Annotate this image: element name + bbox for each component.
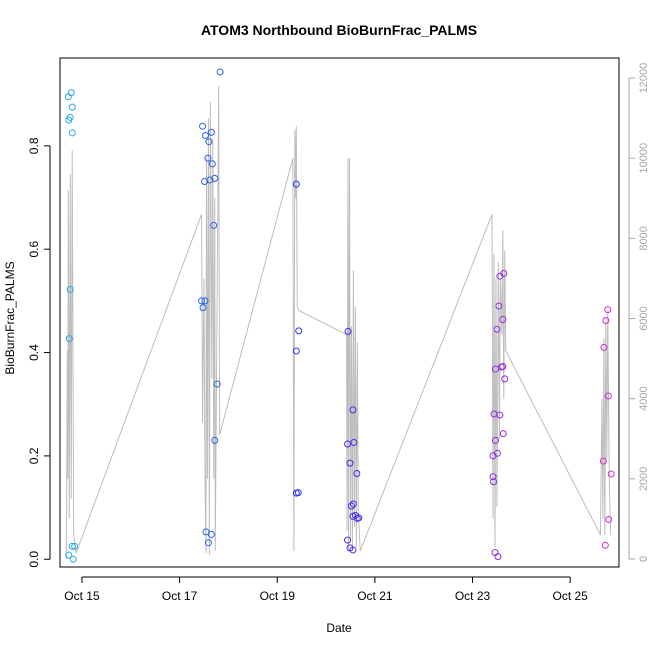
data-point [344,536,352,544]
y-tick-label: 0.8 [27,137,41,154]
data-point [491,436,499,444]
altitude-line-layer [65,86,612,559]
x-tick-label: Oct 19 [260,589,296,603]
data-point [495,302,503,310]
data-point [202,528,210,536]
data-point [599,457,607,465]
data-point [350,438,358,446]
data-point [604,392,612,400]
data-point [344,440,352,448]
data-point [69,555,77,563]
data-point [494,553,502,561]
data-point [493,325,501,333]
y-axis-label: BioBurnFrac_PALMS [3,261,17,374]
data-point [601,541,609,549]
y2-tick-label: 10000 [638,143,650,174]
data-point [602,317,610,325]
data-point [201,178,209,185]
data-points-layer [64,68,615,563]
data-point [65,335,73,343]
data-point [65,551,73,559]
data-point [213,380,221,388]
chart-title: ATOM3 Northbound BioBurnFrac_PALMS [201,22,477,38]
data-point [344,327,352,335]
x-axis-label: Date [326,621,352,635]
x-tick-label: Oct 21 [357,589,393,603]
y2-tick-label: 2000 [638,467,650,491]
x-tick-label: Oct 23 [455,589,491,603]
data-point [349,500,357,508]
data-point [201,297,209,305]
data-point [346,459,354,467]
data-point [500,269,508,277]
data-point [491,365,499,373]
data-point [201,132,209,140]
data-point [198,297,206,305]
data-point [349,406,357,414]
data-point [499,430,507,438]
y2-tick-label: 6000 [638,306,650,330]
y-tick-label: 0.6 [27,241,41,258]
x-tick-label: Oct 15 [64,589,100,603]
data-point [292,180,300,188]
data-point [499,315,507,323]
data-point [204,539,212,547]
data-point [68,542,76,550]
data-point [489,452,497,460]
data-point [204,154,212,162]
data-point [496,411,504,419]
data-point [216,68,224,76]
data-point [199,304,207,312]
data-point [607,470,615,478]
y2-tick-label: 12000 [638,63,650,94]
data-point [489,473,497,481]
data-point [67,89,75,97]
y2-tick-label: 8000 [638,226,650,250]
data-point [294,489,302,497]
data-point [71,542,79,550]
data-point [497,363,505,371]
data-point [501,375,509,383]
data-point [205,138,213,146]
data-point [211,436,219,444]
data-point [210,221,218,229]
data-point [68,129,76,137]
data-point [353,469,361,477]
y2-tick-label: 0 [638,556,650,562]
axes-layer: Oct 15 Oct 17 Oct 19 Oct 21 Oct 23 Oct 25 0.0 0… [27,57,650,603]
data-point [295,327,303,335]
data-point [207,530,215,538]
data-point [68,103,76,111]
data-point [349,546,357,554]
data-point [355,514,363,522]
data-point [490,478,498,486]
data-point [292,347,300,355]
data-point [604,306,612,314]
data-point [207,128,215,136]
data-point [199,122,207,130]
data-point [605,515,613,523]
data-point [347,502,355,510]
y2-tick-label: 4000 [638,386,650,410]
altitude-line [65,86,612,559]
y-tick-label: 0.0 [27,551,41,568]
plot-frame [59,57,620,568]
x-tick-label: Oct 25 [552,589,588,603]
data-point [66,286,74,293]
data-point [600,343,608,351]
x-tick-label: Oct 17 [162,589,198,603]
data-point [211,174,219,182]
y-tick-label: 0.4 [27,344,41,361]
y-tick-label: 0.2 [27,447,41,464]
data-point [208,160,216,168]
data-point [65,116,73,124]
